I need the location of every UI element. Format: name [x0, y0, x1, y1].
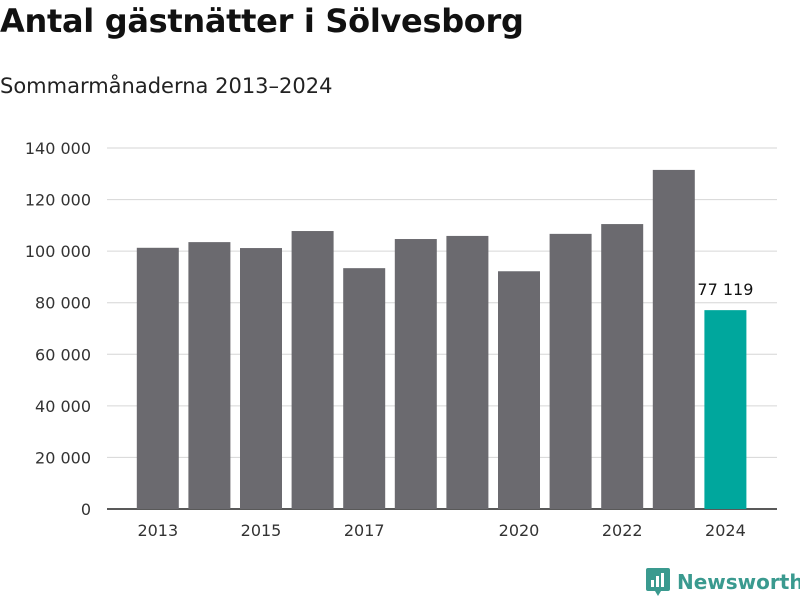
- x-axis-ticks: 2013 2015 2017 2020 2022 2024: [137, 521, 745, 540]
- x-tick-label: 2017: [344, 521, 385, 540]
- bar-2022: [601, 224, 644, 509]
- y-tick-label: 120 000: [25, 191, 91, 210]
- bars: [136, 169, 747, 510]
- x-tick-label: 2024: [705, 521, 746, 540]
- data-label: 77 119: [697, 280, 753, 299]
- x-tick-label: 2015: [241, 521, 282, 540]
- bar-2015: [240, 248, 282, 509]
- chart-subtitle: Sommarmånaderna 2013–2024: [0, 74, 333, 98]
- bar-2018: [394, 239, 437, 510]
- y-tick-label: 60 000: [35, 345, 91, 364]
- y-tick-label: 100 000: [25, 242, 91, 261]
- newsworthy-logo-icon: [646, 568, 670, 596]
- y-tick-label: 140 000: [25, 139, 91, 158]
- x-tick-label: 2022: [602, 521, 643, 540]
- bar-2019: [446, 235, 489, 509]
- x-tick-label: 2013: [137, 521, 178, 540]
- bar-2023: [652, 169, 695, 510]
- bar-2013: [136, 247, 179, 509]
- y-tick-label: 40 000: [35, 397, 91, 416]
- y-axis-ticks: 0 20 000 40 000 60 000 80 000 100 000 120 000 1…: [25, 139, 91, 519]
- bar-2020: [498, 271, 540, 509]
- y-tick-label: 80 000: [35, 294, 91, 313]
- chart-title: Antal gästnätter i Sölvesborg: [0, 2, 524, 40]
- y-tick-label: 0: [81, 500, 91, 519]
- brand-name: Newsworthy: [677, 570, 800, 594]
- x-tick-label: 2020: [499, 521, 540, 540]
- data-labels: 77 119: [697, 280, 753, 299]
- bar-2016: [291, 231, 334, 509]
- y-tick-label: 20 000: [35, 448, 91, 467]
- bar-2014: [188, 242, 231, 509]
- bar-2021: [549, 233, 592, 509]
- bar-2017: [343, 268, 386, 509]
- brand-logo: Newsworthy: [645, 567, 800, 597]
- bar-2024: [704, 310, 747, 509]
